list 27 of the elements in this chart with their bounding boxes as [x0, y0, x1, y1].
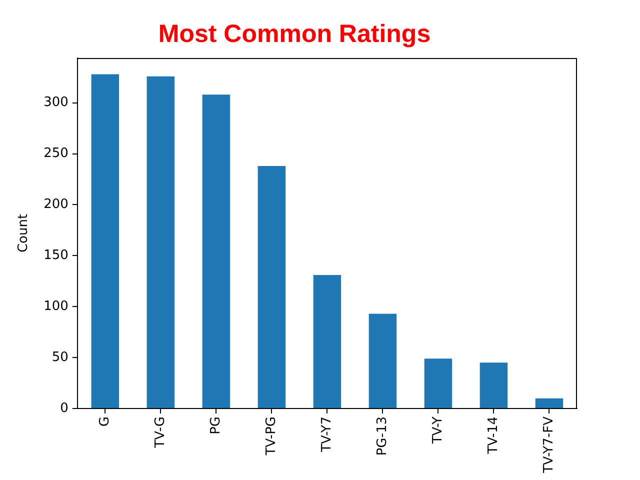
bar — [91, 74, 120, 408]
x-tick-label: TV-Y — [430, 416, 446, 445]
bar — [535, 398, 564, 408]
bar — [313, 275, 342, 408]
bar — [424, 358, 452, 408]
bar — [202, 94, 230, 408]
y-tick-label: 250 — [44, 146, 68, 162]
y-tick-label: 0 — [60, 400, 68, 416]
y-tick-label: 150 — [44, 248, 68, 264]
chart-title: Most Common Ratings — [158, 20, 431, 48]
x-tick-label: TV-PG — [264, 416, 280, 456]
x-tick-label: PG-13 — [375, 416, 390, 456]
y-tick-label: 300 — [44, 95, 68, 110]
bar — [480, 362, 508, 408]
bar — [368, 314, 397, 408]
y-tick-label: 50 — [52, 350, 68, 365]
bar — [258, 166, 286, 408]
x-tick-label: TV-Y7-FV — [542, 416, 557, 474]
x-tick-label: TV-G — [153, 416, 168, 449]
bar — [146, 76, 175, 408]
x-tick-label: TV-14 — [486, 416, 502, 455]
x-tick-label: TV-Y7 — [320, 416, 335, 453]
y-tick-label: 100 — [44, 298, 68, 314]
x-tick-label: G — [98, 416, 113, 427]
y-axis-title: Count — [16, 214, 32, 253]
y-tick-label: 200 — [44, 197, 68, 212]
x-tick-label: PG — [208, 416, 224, 434]
